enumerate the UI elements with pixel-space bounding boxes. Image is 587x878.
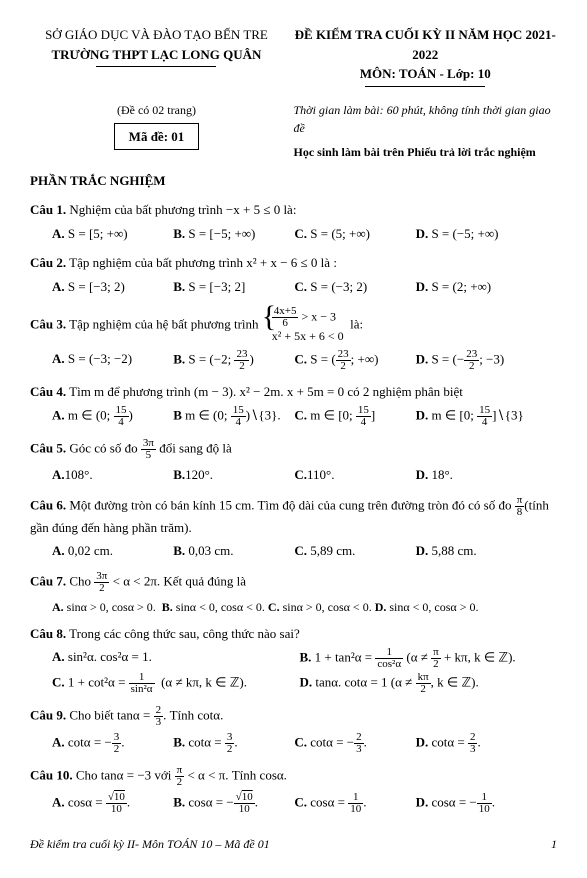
header: SỞ GIÁO DỤC VÀ ĐÀO TẠO BẾN TRE TRƯỜNG TH… [30,25,557,93]
question-1: Câu 1. Nghiệm của bất phương trình −x + … [30,200,557,220]
q-label: Câu 6. [30,497,66,512]
exam-title: ĐỀ KIỂM TRA CUỐI KỲ II NĂM HỌC 2021-2022 [294,25,558,64]
q-text-a: Cho tanα = −3 với [76,768,175,783]
rule [365,86,485,87]
rule [96,66,216,67]
question-2: Câu 2. Tập nghiệm của bất phương trình x… [30,253,557,273]
opt-c: C. S = (−3; 2) [294,277,415,297]
opt-a: A. S = (−3; −2) [52,349,173,372]
opt-b: B. 0,03 cm. [173,541,294,561]
q9-options: A. cotα = −32. B. cotα = 32. C. cotα = −… [52,732,557,757]
question-10: Câu 10. Cho tanα = −3 với π2 < α < π. Tí… [30,765,557,788]
opt-d: D. 5,88 cm. [416,541,537,561]
q-text: Góc có số đo [69,441,141,456]
school: TRƯỜNG THPT LẠC LONG QUÂN [30,45,283,65]
time-info: Thời gian làm bài: 60 phút, không tính t… [294,101,558,137]
section-title: PHẦN TRẮC NGHIỆM [30,171,557,191]
opt-b: B. S = [−3; 2] [173,277,294,297]
question-6: Câu 6. Một đường tròn có bán kính 15 cm.… [30,495,557,538]
system-brace: 4x+56 > x − 3 x² + 5x + 6 < 0 [262,306,344,345]
q-text: Trong các công thức sau, công thức nào s… [69,626,300,641]
opt-d: D. S = (−5; +∞) [416,224,537,244]
question-3: Câu 3. Tập nghiệm của hệ bất phương trìn… [30,306,557,345]
q-label: Câu 8. [30,626,66,641]
q4-options: A. m ∈ (0; 154) B m ∈ (0; 154)∖{3}. C. m… [52,405,557,430]
q-text-a: Tập nghiệm của hệ bất phương trình [69,316,258,331]
q-label: Câu 5. [30,441,66,456]
q-label: Câu 1. [30,202,66,217]
q8-options: A. sin²α. cos²α = 1. B. 1 + tan²α = 1cos… [52,647,557,697]
q-label: Câu 2. [30,255,66,270]
q10-options: A. cosα = √1010. B. cosα = −√1010. C. co… [52,792,557,817]
q-text-b: . Tính cotα. [163,708,223,723]
page-count: (Đề có 02 trang) [30,101,283,119]
q-text: Nghiệm của bất phương trình −x + 5 ≤ 0 l… [69,202,296,217]
opt-d: D. cosα = −110. [416,792,537,815]
opt-d: D. 18°. [416,465,537,485]
opt-c: C. 5,89 cm. [294,541,415,561]
opt-a: A. sin²α. cos²α = 1. [52,647,299,670]
subject: MÔN: TOÁN - Lớp: 10 [294,64,558,84]
footer: Đề kiểm tra cuối kỳ II- Môn TOÁN 10 – Mã… [30,835,557,853]
question-4: Câu 4. Tìm m để phương trình (m − 3). x²… [30,382,557,402]
instruction: Học sinh làm bài trên Phiếu trả lời trắc… [294,143,558,161]
opt-c: C. 1 + cot²α = 1sin²α (α ≠ kπ, k ∈ ℤ). [52,672,299,695]
opt-a: A.108°. [52,465,173,485]
question-5: Câu 5. Góc có số đo 3π5 đổi sang độ là [30,438,557,461]
exam-code: Mã đề: 01 [114,123,200,151]
q-text-b: < α < π. Tính cosα. [184,768,287,783]
opt-b: B. S = (−2; 232) [173,349,294,372]
question-7: Câu 7. Cho 3π2 < α < 2π. Kết quả đúng là [30,571,557,594]
page-number: 1 [551,835,557,853]
opt-b: B.120°. [173,465,294,485]
opt-a: A. m ∈ (0; 154) [52,405,173,428]
opt-b: B. 1 + tan²α = 1cos²α (α ≠ π2 + kπ, k ∈ … [299,647,546,670]
opt-a: A. cosα = √1010. [52,792,173,815]
q6-options: A. 0,02 cm. B. 0,03 cm. C. 5,89 cm. D. 5… [52,541,557,563]
opt-c: C.110°. [294,465,415,485]
opt-a: A. S = [5; +∞) [52,224,173,244]
opt-c: C. S = (5; +∞) [294,224,415,244]
q1-options: A. S = [5; +∞) B. S = [−5; +∞) C. S = (5… [52,224,557,246]
opt-b: B. cotα = 32. [173,732,294,755]
footer-left: Đề kiểm tra cuối kỳ II- Môn TOÁN 10 – Mã… [30,835,270,853]
q3-options: A. S = (−3; −2) B. S = (−2; 232) C. S = … [52,349,557,374]
opt-b: B. S = [−5; +∞) [173,224,294,244]
q-label: Câu 4. [30,384,66,399]
opt-b: B. cosα = −√1010. [173,792,294,815]
opt-d: D. cotα = 23. [416,732,537,755]
opt-a: A. 0,02 cm. [52,541,173,561]
q7-options: A. sinα > 0, cosα > 0. B. sinα < 0, cosα… [52,598,557,616]
q-text: Tập nghiệm của bất phương trình x² + x −… [69,255,337,270]
q-text-b: là: [350,316,363,331]
dept: SỞ GIÁO DỤC VÀ ĐÀO TẠO BẾN TRE [30,25,283,45]
opt-a: A. cotα = −32. [52,732,173,755]
subheader: (Đề có 02 trang) Mã đề: 01 Thời gian làm… [30,101,557,161]
q-text-a: Cho biết tanα = [69,708,153,723]
q-text-a: Một đường tròn có bán kính 15 cm. Tìm độ… [69,497,514,512]
opt-c: C. cotα = −23. [294,732,415,755]
q-text: Tìm m để phương trình (m − 3). x² − 2m. … [69,384,463,399]
opt-c: C. S = (232; +∞) [294,349,415,372]
opt-d: D. S = (−232; −3) [416,349,537,372]
opt-d: D. S = (2; +∞) [416,277,537,297]
q2-options: A. S = [−3; 2) B. S = [−3; 2] C. S = (−3… [52,277,557,299]
q5-options: A.108°. B.120°. C.110°. D. 18°. [52,465,557,487]
opt-c: C. m ∈ [0; 154] [294,405,415,428]
opt-c: C. cosα = 110. [294,792,415,815]
opt-d: D. tanα. cotα = 1 (α ≠ kπ2, k ∈ ℤ). [299,672,546,695]
q-label: Câu 7. [30,573,66,588]
q-label: Câu 10. [30,768,73,783]
q-label: Câu 9. [30,708,66,723]
opt-b: B m ∈ (0; 154)∖{3}. [173,405,294,428]
opt-d: D. m ∈ [0; 154]∖{3} [416,405,537,428]
question-9: Câu 9. Cho biết tanα = 23. Tính cotα. [30,705,557,728]
opt-a: A. S = [−3; 2) [52,277,173,297]
question-8: Câu 8. Trong các công thức sau, công thứ… [30,624,557,644]
q-text-a: Cho [69,573,94,588]
q-label: Câu 3. [30,316,66,331]
q-text-b: < α < 2π. Kết quả đúng là [109,573,246,588]
